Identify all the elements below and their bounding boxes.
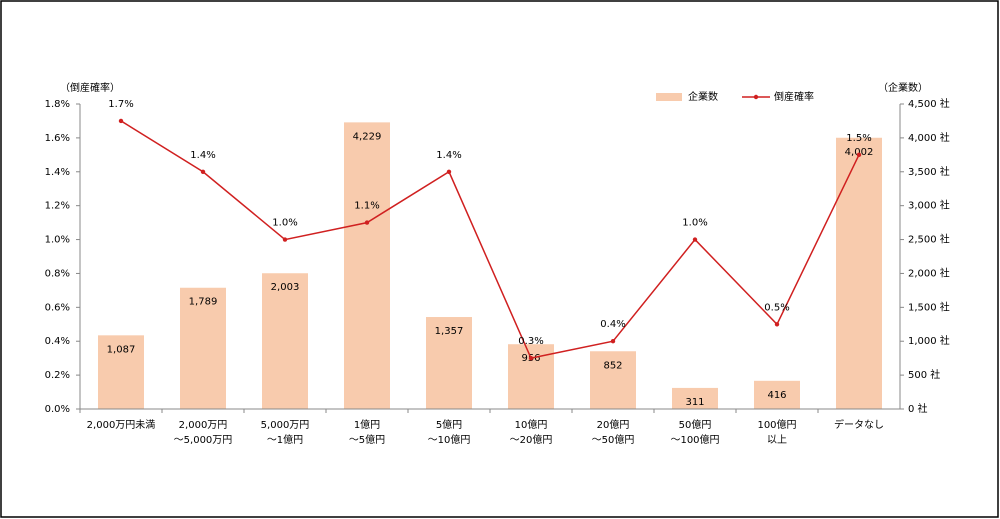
- x-tick-label: ～5,000万円: [174, 435, 233, 446]
- y-tick-label: 0.4%: [45, 336, 70, 347]
- line-point: [118, 118, 124, 124]
- bar-label: 311: [685, 397, 704, 408]
- line-point: [774, 322, 780, 327]
- x-tick-label: 2,000万円未満: [87, 419, 156, 431]
- y2-tick-label: 0 社: [908, 402, 928, 415]
- y-tick-label: 1.6%: [45, 133, 70, 144]
- line-label: 1.7%: [108, 99, 133, 110]
- line-point: [282, 237, 288, 242]
- line-label: 1.1%: [354, 201, 379, 212]
- line-point: [856, 152, 862, 158]
- bar-label: 1,357: [435, 326, 464, 337]
- y2-tick-label: 2,500 社: [908, 233, 950, 246]
- y2-tick-label: 3,000 社: [908, 199, 950, 212]
- bar: [426, 317, 472, 409]
- line-label: 0.4%: [600, 319, 625, 330]
- x-tick-label: ～5億円: [349, 433, 385, 446]
- bar: [344, 122, 390, 410]
- y-tick-label: 1.4%: [45, 167, 70, 178]
- bar-label: 852: [603, 360, 622, 371]
- x-tick-label: 20億円: [597, 418, 630, 431]
- line-point: [446, 169, 452, 174]
- bar: [590, 351, 636, 409]
- bar: [672, 387, 718, 409]
- bar-label: 2,003: [271, 282, 300, 293]
- bar-label: 416: [767, 390, 786, 401]
- y-tick-label: 0.0%: [45, 404, 70, 415]
- bar: [836, 137, 882, 409]
- x-tick-label: 5億円: [436, 418, 462, 431]
- x-tick-label: 100億円: [757, 418, 796, 431]
- y2-tick-label: 2,000 社: [908, 266, 950, 279]
- line-label: 1.4%: [190, 150, 215, 161]
- x-tick-label: 1億円: [354, 418, 380, 431]
- line-point: [692, 237, 698, 242]
- line-label: 0.3%: [518, 336, 543, 347]
- y-tick-label: 1.0%: [45, 235, 70, 246]
- y-tick-label: 1.8%: [45, 99, 70, 110]
- y-tick-label: 0.6%: [45, 302, 70, 313]
- y-axis-title: （倒産確率）: [60, 81, 120, 94]
- line-label: 1.0%: [682, 218, 707, 229]
- y-tick-label: 1.2%: [45, 201, 70, 212]
- line-point: [528, 355, 534, 361]
- bar: [180, 287, 226, 409]
- line-point: [364, 220, 370, 225]
- y-tick-label: 0.8%: [45, 268, 70, 279]
- x-tick-label: ～50億円: [592, 433, 635, 446]
- y2-tick-label: 500 社: [908, 368, 940, 381]
- y2-tick-label: 4,500 社: [908, 97, 950, 110]
- line-point: [200, 169, 206, 174]
- x-tick-label: ～100億円: [670, 433, 719, 446]
- y2-tick-label: 4,000 社: [908, 131, 950, 144]
- line: [120, 120, 860, 360]
- legend-label: 倒産確率: [774, 90, 814, 103]
- bar-label: 4,229: [353, 131, 382, 142]
- legend-label: 企業数: [688, 90, 718, 103]
- x-tick-label: データなし: [834, 418, 884, 431]
- bar-label: 1,789: [189, 297, 218, 308]
- x-tick-label: ～20億円: [510, 433, 553, 446]
- legend-swatch: [753, 94, 759, 100]
- bar: [98, 335, 144, 409]
- x-tick-label: ～10億円: [428, 433, 471, 446]
- y2-tick-label: 3,500 社: [908, 165, 950, 178]
- bar: [262, 273, 308, 409]
- y-tick-label: 0.2%: [45, 370, 70, 381]
- y2-tick-label: 1,000 社: [908, 334, 950, 347]
- y2-tick-label: 1,500 社: [908, 300, 950, 313]
- y2-axis-title: （企業数）: [878, 81, 928, 94]
- line-label: 1.0%: [272, 218, 297, 229]
- line-label: 1.5%: [846, 133, 871, 144]
- x-tick-label: 50億円: [679, 418, 712, 431]
- x-tick-label: 10億円: [515, 418, 548, 431]
- x-tick-label: 5,000万円: [261, 420, 310, 431]
- bar-label: 4,002: [845, 147, 874, 158]
- x-tick-label: ～1億円: [267, 433, 303, 446]
- line-label: 1.4%: [436, 150, 461, 161]
- line-point: [610, 339, 616, 344]
- x-tick-label: 2,000万円: [179, 420, 228, 431]
- bar: [754, 380, 800, 409]
- bar-label: 1,087: [107, 344, 136, 355]
- legend-swatch: [656, 93, 682, 101]
- line-label: 0.5%: [764, 302, 789, 313]
- x-tick-label: 以上: [767, 434, 787, 446]
